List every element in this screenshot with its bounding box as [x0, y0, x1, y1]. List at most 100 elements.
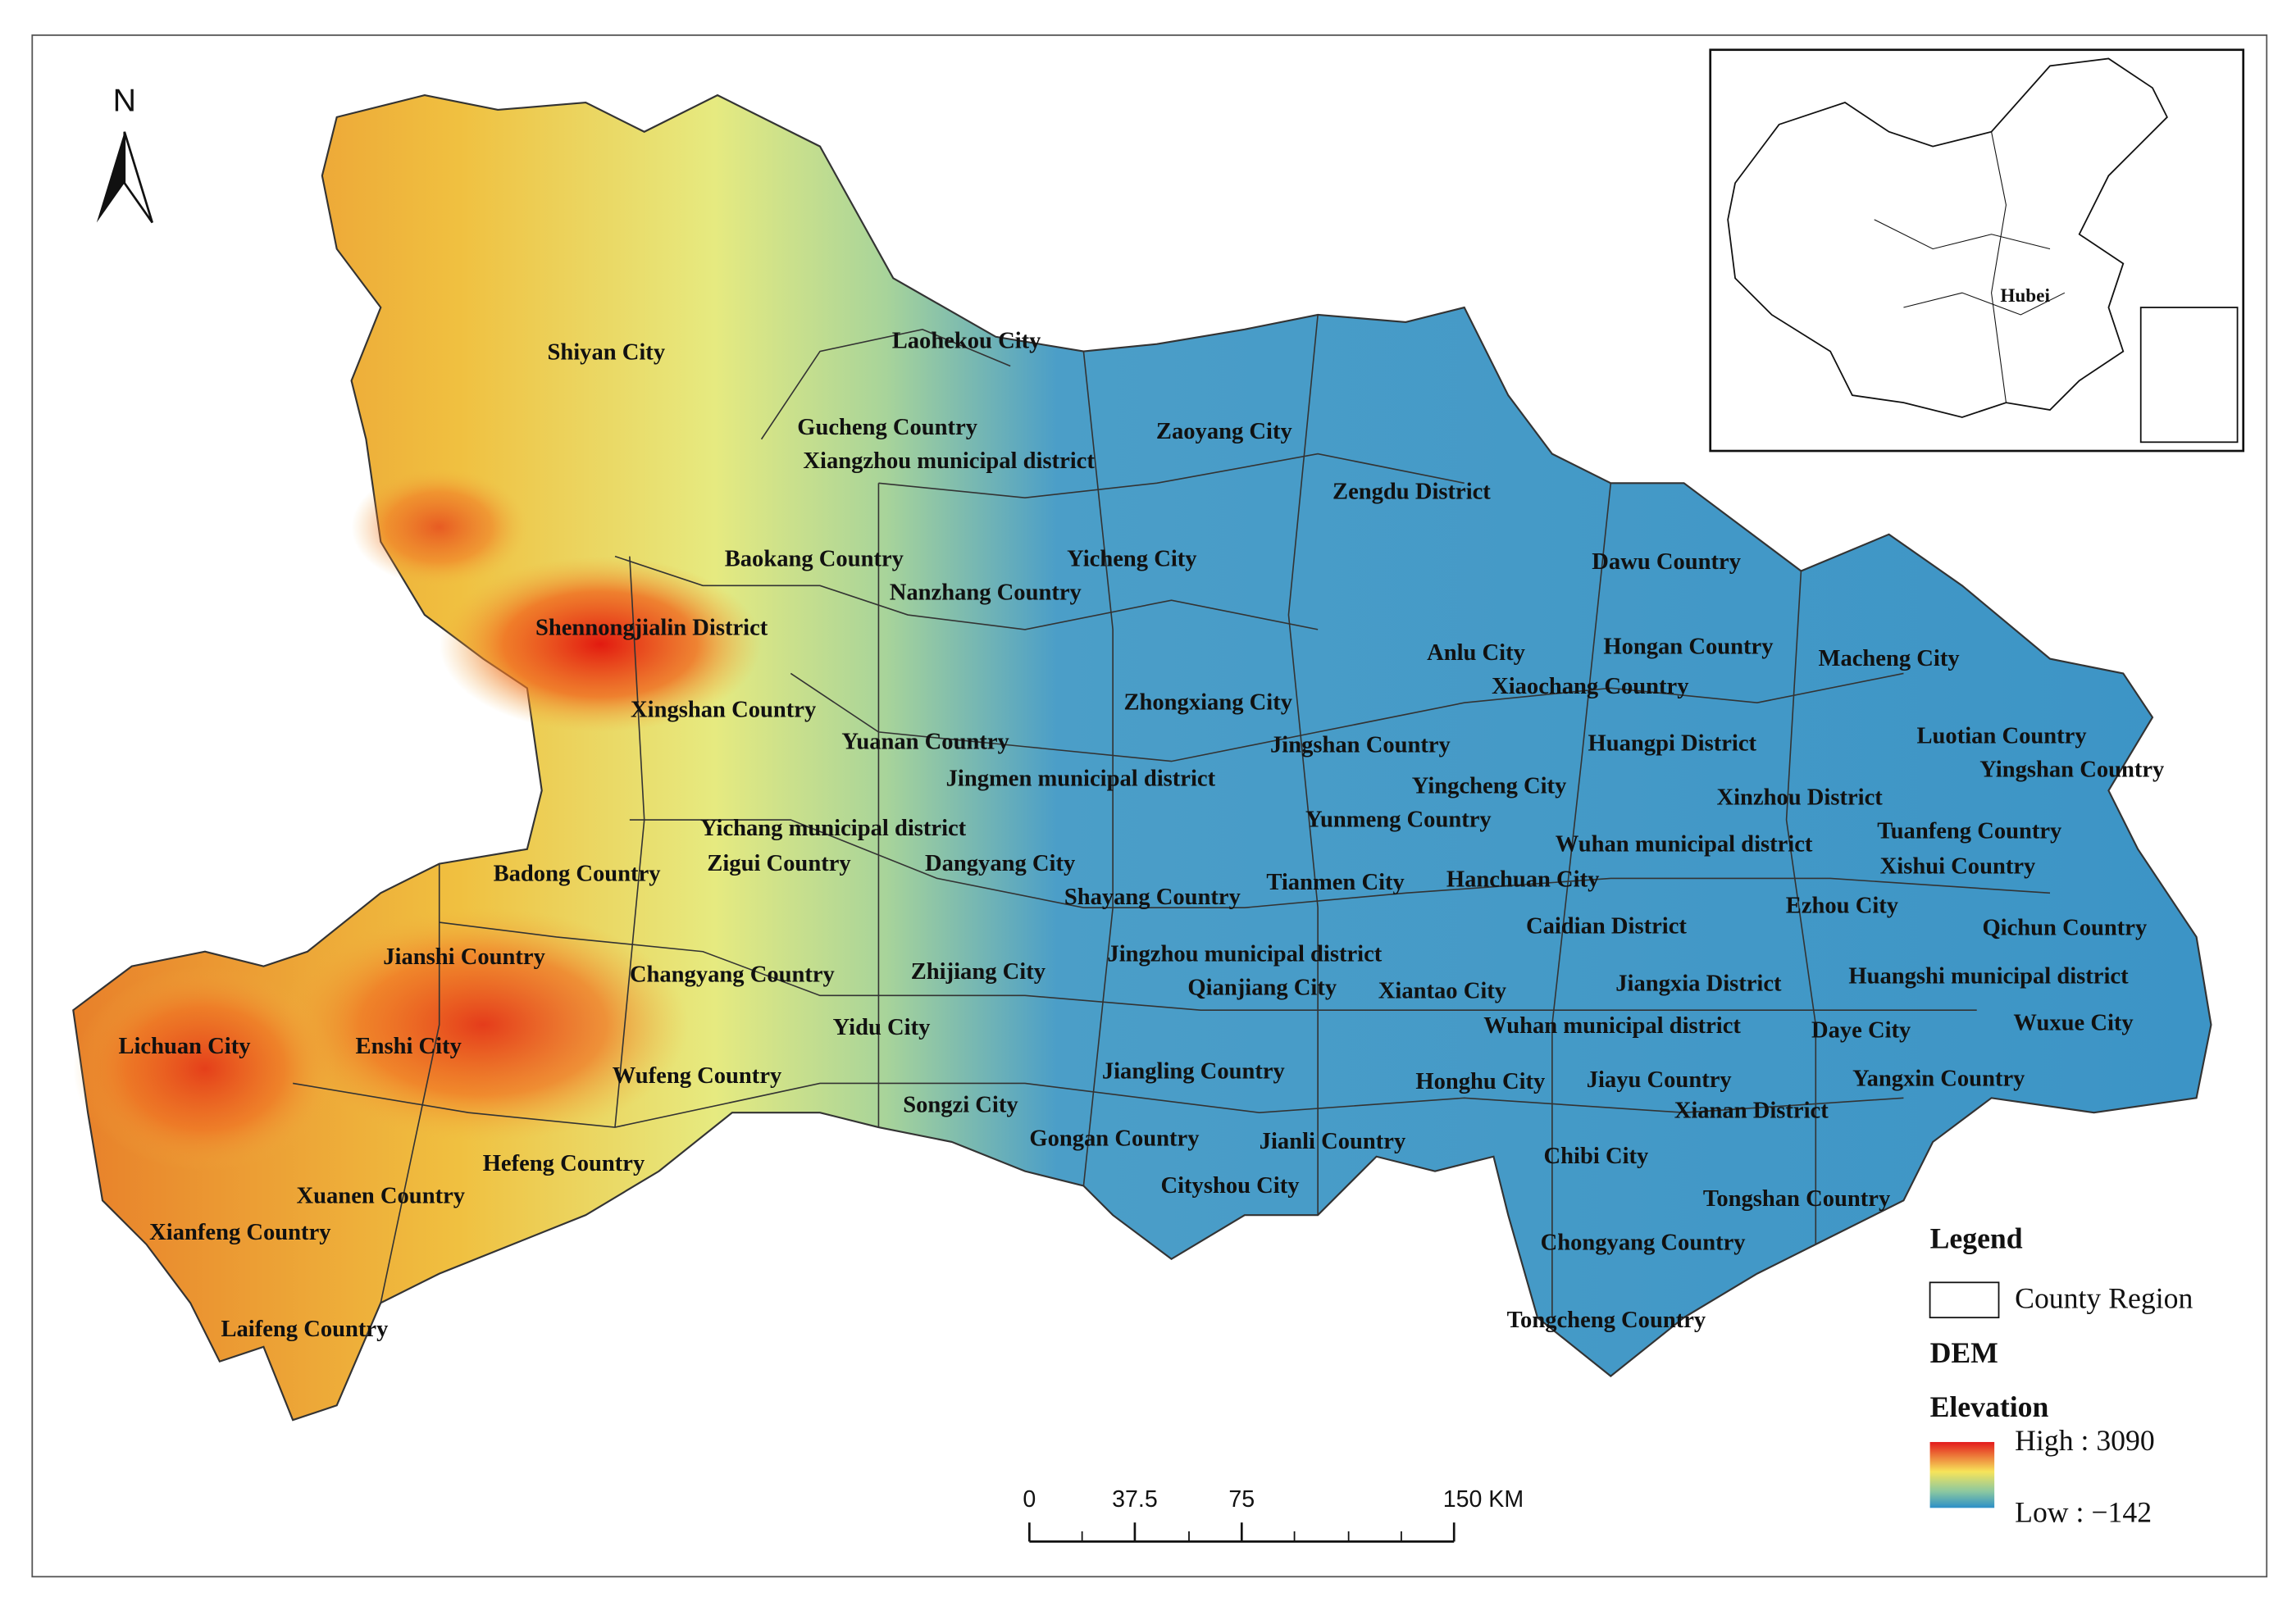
boundary: [1785, 571, 1817, 1244]
place-label: Xiaochang Country: [1492, 674, 1688, 699]
high-terrain: [351, 468, 527, 586]
color-ramp: [1929, 1441, 1995, 1508]
legend-title: Legend: [1930, 1222, 2023, 1255]
boundary: [614, 556, 645, 1128]
boundary: [629, 819, 2051, 908]
place-label: Jingshan Country: [1270, 732, 1451, 758]
scale-label: 37.5: [1112, 1486, 1158, 1513]
inset-label: Hubei: [2000, 285, 2050, 307]
place-label: Yingshan Country: [1979, 758, 2164, 783]
place-label: Anlu City: [1427, 640, 1525, 666]
scale-label: 0: [1023, 1486, 1036, 1513]
boundary: [878, 453, 1465, 498]
province: [72, 93, 2212, 1422]
place-label: Wuhan municipal district: [1483, 1013, 1741, 1039]
place-label: Shayang Country: [1064, 885, 1241, 910]
place-label: Zengdu District: [1332, 479, 1491, 504]
boundary: [790, 672, 1904, 762]
boundary: [293, 1082, 1904, 1128]
place-label: Daye City: [1811, 1018, 1911, 1044]
scale-bar: 0 37.5 75 150 KM: [1023, 1486, 1524, 1543]
place-label: Jiangling Country: [1102, 1059, 1285, 1085]
place-labels: Shiyan City Laohekou City Gucheng Country X…: [118, 328, 2164, 1341]
place-label: Tongshan Country: [1703, 1186, 1890, 1212]
legend-swatch: [1929, 1281, 2000, 1319]
arrow-half: [123, 131, 153, 224]
place-label: Chongyang Country: [1541, 1230, 1746, 1255]
place-label: Huangpi District: [1588, 731, 1757, 757]
place-label: Xinzhou District: [1716, 785, 1883, 811]
place-label: Changyang Country: [630, 962, 835, 988]
place-label: Zigui Country: [707, 851, 850, 876]
arrow-half: [96, 131, 125, 223]
place-label: Cityshou City: [1160, 1173, 1299, 1199]
place-label: Gucheng Country: [797, 415, 977, 440]
boundary: [1082, 351, 1114, 1186]
place-label: Qianjiang City: [1187, 976, 1337, 1001]
place-label: Xianfeng Country: [149, 1220, 330, 1245]
china-outline: [1727, 57, 2168, 418]
place-label: Ezhou City: [1786, 894, 1898, 919]
ramp-label: High : 3090: [2015, 1424, 2155, 1457]
boundary: [760, 328, 1011, 440]
county-boundaries: [293, 314, 2051, 1318]
south-sea-frame: [2139, 307, 2239, 444]
province-line: [1991, 131, 2007, 403]
place-label: Yichang municipal district: [700, 816, 967, 841]
place-label: Songzi City: [903, 1093, 1018, 1118]
place-label: Tuanfeng Country: [1877, 819, 2061, 844]
province-line: [1874, 219, 2051, 250]
boundary: [614, 555, 1319, 630]
north-arrow: N: [96, 82, 153, 224]
place-label: Wuxue City: [2013, 1011, 2133, 1036]
place-label: Hefeng Country: [483, 1151, 645, 1176]
place-label: Xishui Country: [1880, 854, 2036, 880]
place-label: Dangyang City: [925, 851, 1075, 876]
high-terrain: [439, 556, 762, 732]
place-label: Jingzhou municipal district: [1107, 942, 1382, 967]
place-label: Yingcheng City: [1412, 773, 1567, 798]
place-label: Caidian District: [1526, 914, 1687, 939]
place-label: Yidu City: [833, 1015, 931, 1040]
place-label: Laifeng Country: [221, 1317, 388, 1342]
boundary: [1287, 314, 1319, 1216]
place-label: Xiantao City: [1378, 978, 1506, 1003]
place-label: Tianmen City: [1266, 870, 1405, 895]
place-label: Xiangzhou municipal district: [803, 448, 1095, 474]
legend-heading: DEM: [1930, 1336, 1998, 1369]
place-label: Hongan Country: [1603, 635, 1773, 660]
place-label: Huangshi municipal district: [1848, 963, 2129, 989]
place-label: Badong Country: [494, 861, 661, 886]
place-label: Xianan District: [1674, 1099, 1829, 1124]
place-label: Baokang Country: [725, 547, 904, 572]
boundary: [439, 921, 1977, 1011]
place-label: Jianshi Country: [383, 944, 545, 970]
place-label: Xingshan Country: [631, 697, 816, 722]
place-label: Xuanen Country: [297, 1183, 466, 1208]
legend-label: County Region: [2015, 1282, 2193, 1315]
place-label: Lichuan City: [118, 1034, 250, 1059]
place-label: Yangxin Country: [1852, 1066, 2025, 1091]
legend: Legend County Region DEM Elevation High …: [1929, 1222, 2193, 1528]
place-label: Laohekou City: [892, 328, 1041, 353]
place-label: Macheng City: [1818, 646, 1959, 671]
place-label: Yicheng City: [1067, 547, 1196, 572]
place-label: Gongan Country: [1029, 1126, 1199, 1152]
place-label: Jianli Country: [1260, 1129, 1406, 1154]
place-label: Yuanan Country: [841, 730, 1009, 755]
frame: [31, 34, 2268, 1578]
high-terrain: [73, 966, 337, 1172]
place-label: Zhongxiang City: [1123, 690, 1292, 716]
place-label: Honghu City: [1415, 1069, 1545, 1094]
north-label: N: [113, 82, 136, 118]
legend-heading: Elevation: [1930, 1390, 2049, 1423]
boundary: [1551, 483, 1612, 1318]
place-label: Jiangxia District: [1615, 971, 1782, 996]
place-label: Zaoyang City: [1156, 419, 1292, 444]
place-label: Shiyan City: [547, 340, 665, 366]
place-label: Nanzhang Country: [890, 580, 1082, 606]
place-label: Luotian Country: [1917, 724, 2087, 749]
place-label: Qichun Country: [1982, 916, 2147, 941]
inset-map: Hubei: [1709, 48, 2245, 453]
